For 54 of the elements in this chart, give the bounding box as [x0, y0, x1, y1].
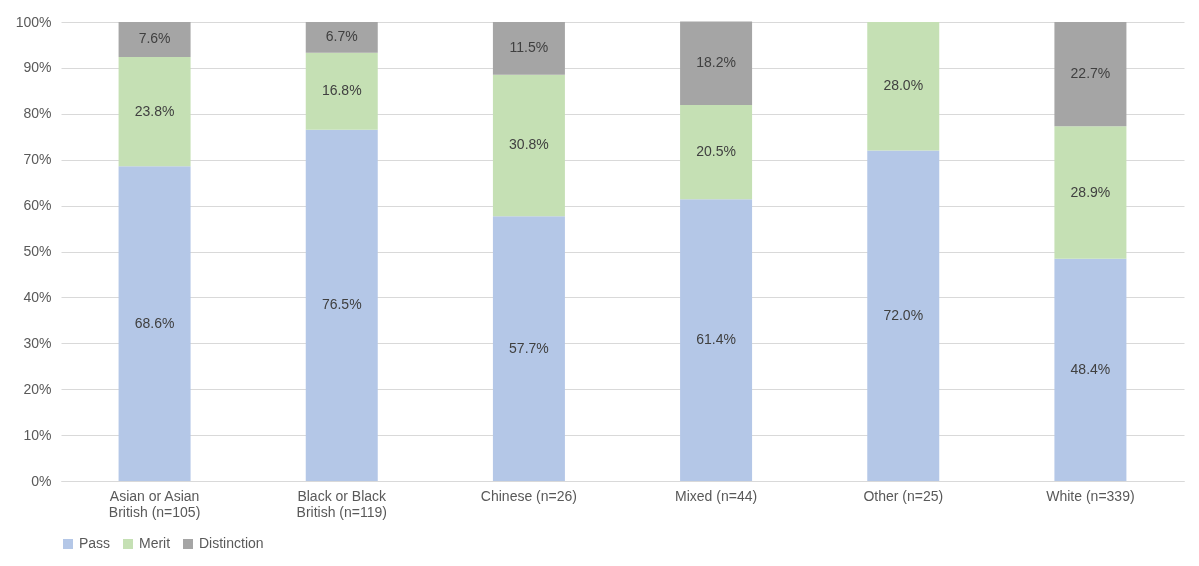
bar: [492, 74, 565, 217]
bar: [118, 56, 191, 167]
bar: [492, 216, 565, 481]
y-tick-label: 70%: [23, 151, 52, 168]
data-label: 7.6%: [138, 30, 171, 47]
bar: [680, 21, 753, 106]
y-tick-label: 90%: [23, 59, 52, 76]
data-label: 48.4%: [1070, 360, 1111, 377]
data-label: 68.6%: [134, 314, 175, 331]
y-tick-label: 50%: [23, 243, 52, 259]
bar: [305, 22, 378, 53]
bar: [305, 129, 378, 481]
bar: [867, 150, 940, 481]
y-tick-label: 30%: [23, 334, 52, 351]
data-label: 61.4%: [696, 331, 736, 348]
bar: [118, 22, 191, 57]
y-tick-label: 80%: [23, 105, 52, 122]
bar: [1054, 126, 1127, 259]
bar: [867, 22, 940, 151]
x-tick-label: Black or Black British (n=119): [296, 487, 388, 520]
legend-label: Distinction: [199, 535, 264, 551]
x-tick-label: Mixed (n=44): [675, 487, 758, 504]
bar: [1054, 22, 1127, 127]
y-tick-label: 10%: [23, 426, 52, 443]
data-label: 16.8%: [321, 82, 362, 99]
data-label: 28.0%: [883, 77, 924, 94]
data-label: 30.8%: [509, 136, 549, 153]
data-label: 23.8%: [134, 102, 175, 119]
bar: [118, 166, 191, 481]
y-tick-label: 60%: [23, 197, 52, 214]
bar: [680, 199, 753, 481]
data-label: 11.5%: [509, 39, 549, 56]
data-label: 20.5%: [696, 143, 736, 160]
y-tick-label: 100%: [15, 13, 52, 30]
bar: [1054, 258, 1127, 481]
x-tick-label: Asian or Asian British (n=105): [108, 487, 201, 520]
x-tick-label: Chinese (n=26): [480, 487, 577, 504]
bar: [305, 52, 378, 130]
y-tick-label: 0%: [31, 472, 52, 489]
legend-label: Pass: [79, 535, 111, 551]
bar: [680, 105, 753, 200]
data-label: 6.7%: [325, 28, 358, 45]
legend-label: Merit: [139, 535, 171, 551]
x-tick-label: Other (n=25): [863, 487, 944, 504]
bar: [492, 22, 565, 75]
data-label: 22.7%: [1070, 65, 1111, 82]
x-tick-label: White (n=339): [1046, 487, 1135, 504]
data-label: 18.2%: [696, 54, 736, 71]
data-label: 76.5%: [321, 296, 362, 313]
y-tick-label: 20%: [23, 380, 52, 397]
data-label: 72.0%: [883, 306, 924, 323]
data-label: 28.9%: [1070, 183, 1111, 200]
y-tick-label: 40%: [23, 288, 52, 305]
data-label: 57.7%: [509, 339, 549, 356]
